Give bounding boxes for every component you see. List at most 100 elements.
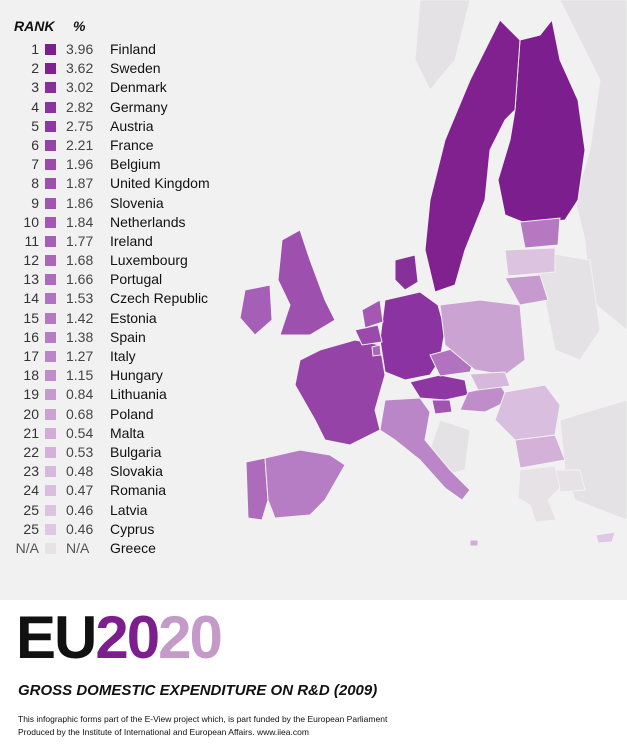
legend-country: France — [110, 136, 154, 153]
legend-row: 4 2.82 Germany — [0, 98, 240, 117]
legend-percent: 1.66 — [66, 271, 94, 288]
legend-row: 6 2.21 France — [0, 136, 240, 155]
map-france — [294, 339, 386, 446]
legend-percent: 0.46 — [66, 520, 94, 537]
legend-row: N/A N/A Greece — [0, 539, 240, 558]
legend-row: 14 1.53 Czech Republic — [0, 289, 240, 308]
legend-country: Spain — [110, 328, 146, 345]
chart-subtitle: GROSS DOMESTIC EXPENDITURE ON R&D (2009) — [18, 682, 378, 699]
legend-country: Lithuania — [110, 386, 167, 403]
legend-swatch — [45, 139, 56, 151]
legend-swatch — [45, 216, 56, 228]
legend-row: 17 1.27 Italy — [0, 347, 240, 366]
legend-country: Romania — [110, 482, 167, 499]
legend-swatch — [45, 351, 56, 362]
legend-percent: 0.46 — [66, 501, 94, 518]
legend-swatch — [45, 427, 56, 439]
legend-rank: 1 — [31, 41, 39, 57]
legend-country: Bulgaria — [110, 443, 162, 460]
legend-country: Malta — [110, 424, 145, 441]
map-greece — [517, 465, 561, 523]
legend-rank: 19 — [23, 386, 39, 403]
map-germany — [379, 291, 446, 381]
legend-swatch — [45, 120, 56, 132]
legend-country: Cyprus — [110, 520, 155, 537]
legend-rank: 25 — [23, 501, 39, 518]
map-malta — [469, 539, 479, 547]
map-finland — [497, 18, 586, 226]
legend-percent: 1.77 — [66, 232, 94, 249]
legend-percent: 1.38 — [66, 328, 94, 345]
legend-percent: 1.53 — [66, 290, 94, 307]
legend-swatch — [45, 370, 56, 382]
legend-country: Sweden — [110, 60, 161, 77]
legend-rank: 20 — [23, 405, 39, 422]
legend-rank: 3 — [31, 79, 39, 96]
legend-rank: 15 — [23, 309, 39, 326]
legend-swatch — [45, 408, 56, 420]
legend-country: Portugal — [110, 271, 163, 288]
legend-row: 8 1.87 United Kingdom — [0, 174, 240, 193]
map-estonia — [519, 217, 561, 249]
legend-row: 7 1.96 Belgium — [0, 155, 240, 174]
legend-row: 11 1.77 Ireland — [0, 232, 240, 251]
map-netherlands — [361, 299, 384, 329]
legend-country: United Kingdom — [110, 175, 210, 192]
legend-swatch — [45, 44, 56, 55]
map-poland — [439, 299, 526, 376]
logo-year-part1: 20 — [95, 604, 160, 671]
legend-percent: 2.21 — [66, 136, 94, 153]
legend-swatch — [45, 63, 56, 75]
legend-swatch — [45, 542, 56, 554]
legend-percent: 0.68 — [66, 405, 94, 422]
legend-percent: 1.86 — [66, 194, 94, 211]
legend-country: Slovakia — [110, 463, 163, 480]
legend-percent: 1.42 — [66, 309, 94, 326]
legend-rank: 6 — [31, 136, 39, 153]
map-slovenia — [431, 399, 453, 415]
legend-percent: 2.75 — [66, 117, 94, 134]
legend-percent: N/A — [66, 539, 90, 556]
legend-country: Poland — [110, 405, 154, 422]
legend-percent: 1.27 — [66, 348, 94, 364]
footer-credit-line1: This infographic forms part of the E-Vie… — [18, 714, 388, 724]
legend-rank: 25 — [23, 520, 39, 537]
logo-year-part2: 20 — [158, 604, 223, 671]
legend-row: 19 0.84 Lithuania — [0, 385, 240, 404]
legend-percent: 0.47 — [66, 482, 94, 499]
legend-swatch — [45, 504, 56, 516]
legend-swatch — [45, 331, 56, 343]
legend-swatch — [45, 255, 56, 267]
legend-rank: 17 — [23, 348, 39, 364]
legend-swatch — [45, 101, 56, 113]
eu2020-logo: EU2020 — [16, 608, 223, 668]
legend-rank: 18 — [23, 367, 39, 384]
legend-rank: 5 — [31, 117, 39, 134]
legend-row: 2 3.62 Sweden — [0, 59, 240, 78]
map-spain — [264, 449, 346, 519]
legend-row: 18 1.15 Hungary — [0, 366, 240, 385]
map-sweden — [424, 19, 521, 293]
map-lithuania — [504, 274, 549, 306]
map-luxembourg — [371, 344, 382, 357]
legend-row: 5 2.75 Austria — [0, 117, 240, 136]
legend-rank: 23 — [23, 463, 39, 480]
legend-rank: 24 — [23, 482, 39, 499]
legend-row: 3 3.02 Denmark — [0, 78, 240, 97]
legend-percent: 1.87 — [66, 175, 94, 192]
legend-country: Austria — [110, 117, 154, 134]
map-latvia — [504, 247, 556, 277]
legend-swatch — [45, 466, 56, 478]
legend-percent: 0.84 — [66, 386, 94, 403]
legend-rank: 4 — [31, 98, 39, 115]
legend-country: Greece — [110, 539, 156, 556]
legend-row: 10 1.84 Netherlands — [0, 213, 240, 232]
legend-rank: 11 — [24, 232, 39, 249]
legend-country: Belgium — [110, 156, 161, 173]
footer-panel — [0, 600, 627, 749]
legend-percent: 3.62 — [66, 60, 94, 77]
map-romania — [494, 384, 561, 441]
legend-row: 25 0.46 Latvia — [0, 501, 240, 520]
map-cyprus — [595, 531, 616, 544]
legend-swatch — [45, 274, 56, 286]
